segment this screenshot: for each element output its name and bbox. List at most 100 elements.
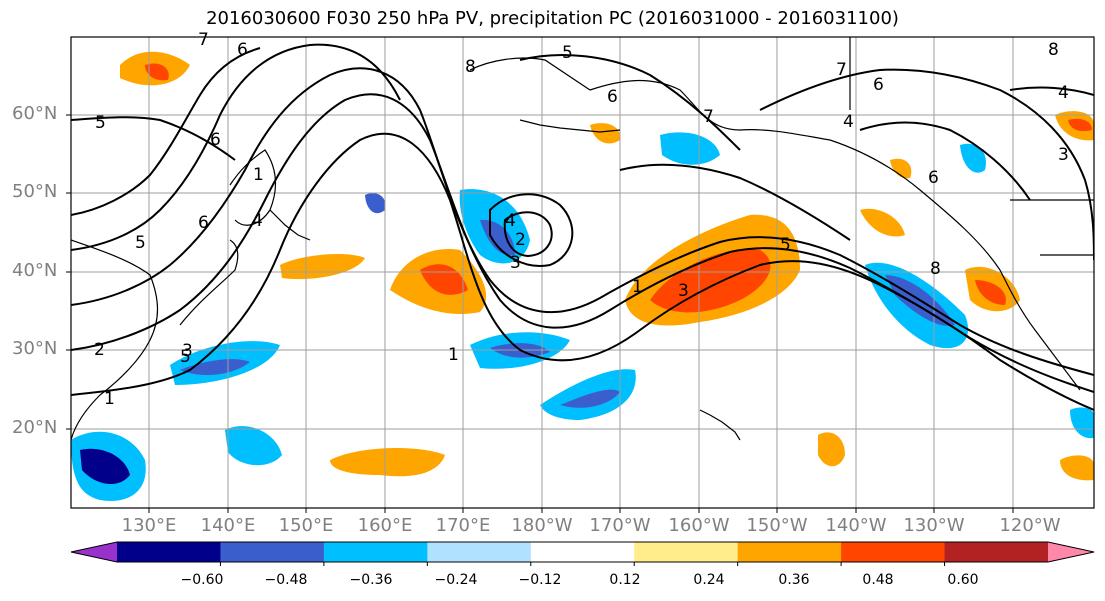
contour-label: 6 [237,40,248,60]
pv-contour-5 [71,47,261,216]
coast-borders [849,37,1094,256]
lat-label-40n: 40°N [12,260,58,281]
contour-label: 3 [510,253,521,273]
colorbar-tick-label: −0.24 [434,572,478,588]
contour-label: 4 [1058,83,1069,103]
lon-label-180w: 180°W [511,515,573,536]
contour-label: 6 [873,75,884,95]
axis-ticks [66,114,1014,513]
lon-label-170e: 170°E [435,515,491,536]
colorbar-tick-label: 0.48 [862,572,894,588]
lon-label-140e: 140°E [200,515,256,536]
pv-contour-6 [71,116,236,161]
contour-label: 4 [843,112,854,132]
contour-label: 3 [182,341,193,361]
lon-label-140w: 140°W [825,515,887,536]
contour-label: 1 [253,165,264,185]
precip-negative-philippines-core [80,448,130,485]
precip-negative-gulf-core [480,219,515,256]
lat-label-50n: 50°N [12,181,58,202]
contour-label: 6 [198,213,209,233]
lat-label-60n: 60°N [12,103,58,124]
coast-hawaii [699,409,741,441]
contour-label: 5 [95,113,106,133]
precip-positive-westcoast-core [975,280,1006,305]
pv-contour-7 [489,193,574,267]
colorbar-tick-label: 0.12 [609,572,641,588]
precip-positive-kamchatka-core [145,63,169,81]
precip-positive-tropics [330,448,445,477]
pv-contour-4 [71,43,401,251]
contour-label: 5 [780,235,791,255]
lon-label-120w: 120°W [999,515,1061,536]
coastlines [71,37,1094,441]
contour-label: 8 [1048,40,1059,60]
contour-label: 1 [448,345,459,365]
precip-positive-bc-small [890,158,912,179]
precip-positive-kodiak [860,208,905,237]
precip-negative-wpac-core [180,359,250,376]
pv-contours [71,43,1094,411]
lon-label-150e: 150°E [278,515,334,536]
precip-negative-central-east [1070,407,1094,439]
map-title: 2016030600 F030 250 hPa PV, precipitatio… [206,8,899,29]
coast-asia-east [71,239,159,441]
precip-positive-hawaii-region [1060,455,1094,481]
precip-positive-central [280,254,365,280]
contour-label: 3 [1058,145,1069,165]
contour-label: 2 [515,230,526,250]
contour-label: 7 [198,30,209,50]
coast-japan [179,239,239,326]
precip-positive-pacific-core [650,249,771,313]
contour-label: 7 [703,107,714,127]
contour-label: 5 [562,43,573,63]
pv-contour-8 [503,211,553,258]
contour-label: 1 [104,389,115,409]
contour-label: 1 [632,277,643,297]
coast-aleutians [519,119,621,133]
lon-label-130e: 130°E [121,515,177,536]
pv-contour-13 [1009,86,1094,96]
gridlines [71,37,1094,508]
lon-label-150w: 150°W [746,515,808,536]
colorbar-tick-label: −0.12 [518,572,562,588]
lat-label-30n: 30°N [12,338,58,359]
coast-bering [469,57,591,91]
contour-label-group: 7 6 5 6 8 5 6 7 6 7 4 8 4 3 5 6 5 6 1 4 … [94,30,1069,409]
colorbar-tick-label: −0.48 [264,572,308,588]
precip-positive-gulf-small [590,123,621,144]
coast-na-west [999,269,1081,391]
lon-label-170w: 170°W [589,515,651,536]
lon-label-130w: 130°W [903,515,965,536]
coast-alaska [589,80,1001,271]
contour-label: 5 [135,233,146,253]
pv-contour-9 [519,54,741,151]
precip-positive-subtropic-east [818,432,845,467]
lat-label-20n: 20°N [12,417,58,438]
coast-kuril [269,209,311,241]
contour-label: 2 [94,340,105,360]
colorbar-tick-label: 0.24 [693,572,725,588]
colorbar-tick-label: −0.60 [180,572,224,588]
contour-label: 5 [180,347,191,367]
contour-label: 8 [930,259,941,279]
pv-contour-10 [619,163,851,241]
contour-label: 4 [252,211,263,231]
contour-label: 6 [607,87,618,107]
lon-label-160e: 160°E [357,515,413,536]
colorbar-tick-label: 0.60 [947,572,979,588]
pv-contour-12 [859,121,1031,201]
contour-label: 6 [928,168,939,188]
precip-negative-alaska [660,132,720,165]
pv-contour-2 [71,93,1094,393]
pv-contour-3 [71,67,1094,376]
lon-label-160w: 160°W [668,515,730,536]
colorbar-tick-label: −0.36 [349,572,393,588]
contour-label: 6 [210,130,221,150]
precip-negative-subtropic-core [560,389,620,408]
precip-negative-tropics-west [225,426,282,466]
contour-label: 3 [678,281,689,301]
precip-negative-bc [960,143,986,173]
contour-label: 4 [505,211,516,231]
